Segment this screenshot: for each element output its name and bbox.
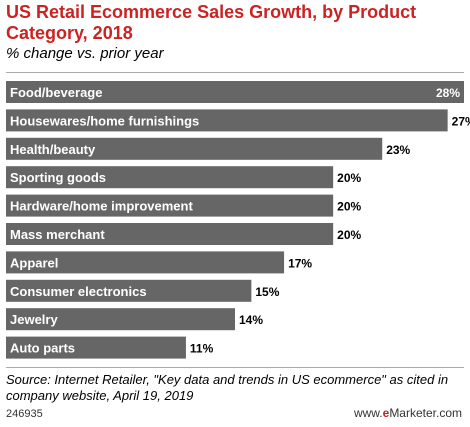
bottom-divider bbox=[6, 367, 464, 368]
bar-7 bbox=[6, 279, 252, 302]
category-label-2: Health/beauty bbox=[10, 142, 96, 157]
chart-title: US Retail Ecommerce Sales Growth, by Pro… bbox=[6, 2, 417, 43]
value-label-3: 20% bbox=[337, 171, 361, 185]
chart-id: 246935 bbox=[6, 408, 43, 420]
value-label-6: 17% bbox=[288, 256, 312, 270]
brand-accent: e bbox=[382, 406, 390, 420]
value-label-2: 23% bbox=[386, 143, 410, 157]
bar-9 bbox=[6, 336, 186, 359]
brand-suffix: Marketer.com bbox=[389, 406, 462, 420]
top-divider bbox=[6, 72, 464, 73]
category-label-6: Apparel bbox=[10, 255, 58, 270]
chart-subtitle: % change vs. prior year bbox=[6, 45, 164, 62]
category-label-0: Food/beverage bbox=[10, 85, 102, 100]
category-label-4: Hardware/home improvement bbox=[10, 199, 193, 214]
bar-4 bbox=[6, 194, 334, 217]
bar-3 bbox=[6, 166, 334, 189]
bar-6 bbox=[6, 251, 285, 274]
value-label-7: 15% bbox=[255, 285, 279, 299]
value-label-4: 20% bbox=[337, 200, 361, 214]
bar-0 bbox=[6, 81, 464, 103]
value-label-8: 14% bbox=[239, 313, 263, 327]
value-label-9: 11% bbox=[190, 342, 214, 356]
category-label-7: Consumer electronics bbox=[10, 284, 147, 299]
category-label-8: Jewelry bbox=[10, 312, 58, 327]
category-label-9: Auto parts bbox=[10, 341, 75, 356]
category-label-3: Sporting goods bbox=[10, 170, 106, 185]
bar-1 bbox=[6, 109, 448, 132]
value-label-1: 27% bbox=[452, 114, 470, 128]
category-label-1: Housewares/home furnishings bbox=[10, 113, 199, 128]
bar-8 bbox=[6, 308, 235, 331]
brand-logo: www.eMarketer.com bbox=[354, 406, 462, 420]
bar-2 bbox=[6, 137, 383, 160]
bar-5 bbox=[6, 223, 334, 245]
source-note: Source: Internet Retailer, "Key data and… bbox=[6, 372, 449, 403]
value-label-5: 20% bbox=[337, 228, 361, 242]
bar-chart: Food/beverage 28% Housewares/home furnishi… bbox=[6, 81, 470, 359]
category-label-5: Mass merchant bbox=[10, 227, 105, 242]
brand-prefix: www. bbox=[353, 406, 383, 420]
value-label-0: 28% bbox=[436, 86, 460, 100]
